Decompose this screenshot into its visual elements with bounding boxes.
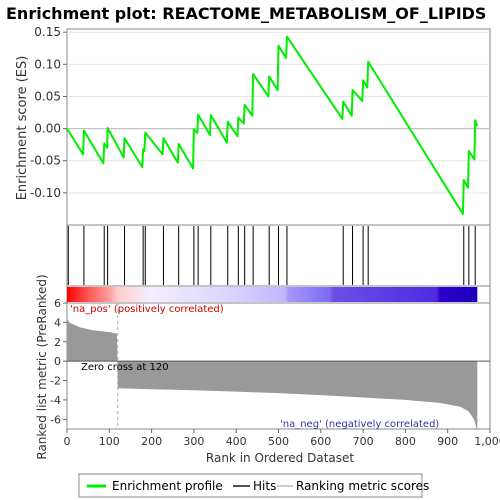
metric-tick-label: 2 bbox=[54, 336, 61, 349]
neg-correlated-label: 'na_neg' (negatively correlated) bbox=[280, 419, 439, 430]
es-y-ticks: 0.15 0.10 0.05 0.00 -0.05 -0.10 bbox=[30, 25, 67, 200]
metric-tick-label: 0 bbox=[54, 355, 61, 368]
x-tick-label: 600 bbox=[310, 435, 331, 448]
metric-tick-label: -2 bbox=[50, 375, 61, 388]
es-tick-label: -0.10 bbox=[30, 186, 61, 200]
legend-hits-label: Hits bbox=[253, 479, 276, 493]
metric-y-ticks: 6 4 2 0 -2 -4 -6 bbox=[50, 297, 67, 426]
enrichment-profile-line bbox=[66, 35, 479, 216]
x-tick-label: 1,000 bbox=[474, 435, 500, 448]
legend-box bbox=[78, 473, 423, 498]
x-tick-label: 100 bbox=[99, 435, 120, 448]
x-tick-label: 900 bbox=[437, 435, 458, 448]
pos-correlated-label: 'na_pos' (positively correlated) bbox=[70, 304, 224, 315]
metric-group bbox=[67, 303, 490, 431]
metric-tick-label: 6 bbox=[54, 297, 61, 310]
es-tick-label: 0.10 bbox=[34, 57, 61, 71]
metric-tick-label: 4 bbox=[54, 316, 61, 329]
legend-enrichment-label: Enrichment profile bbox=[112, 479, 223, 493]
metric-y-axis-title: Ranked list metric (PreRanked) bbox=[35, 274, 49, 459]
x-ticks: 0 100 200 300 400 500 600 700 800 900 1,000 bbox=[64, 429, 500, 448]
hits-group bbox=[67, 226, 476, 285]
es-y-axis-title: Enrichment score (ES) bbox=[15, 56, 30, 201]
metric-tick-label: -4 bbox=[50, 394, 61, 407]
x-tick-label: 500 bbox=[268, 435, 289, 448]
zero-cross-label: Zero cross at 120 bbox=[81, 362, 169, 373]
legend-metric-label: Ranking metric scores bbox=[296, 479, 429, 493]
ranked-metric-area bbox=[67, 317, 478, 431]
es-tick-label: 0.05 bbox=[34, 89, 61, 103]
x-tick-label: 700 bbox=[353, 435, 374, 448]
x-axis-title: Rank in Ordered Dataset bbox=[206, 451, 354, 465]
x-tick-label: 400 bbox=[226, 435, 247, 448]
x-tick-label: 200 bbox=[141, 435, 162, 448]
chart-title: Enrichment plot: REACTOME_METABOLISM_OF_… bbox=[6, 4, 486, 23]
es-tick-label: 0.15 bbox=[34, 25, 61, 39]
metric-tick-label: -6 bbox=[50, 413, 61, 426]
x-tick-label: 800 bbox=[395, 435, 416, 448]
x-tick-label: 300 bbox=[183, 435, 204, 448]
es-tick-label: 0.00 bbox=[34, 122, 61, 136]
ranking-color-bar bbox=[67, 287, 478, 302]
x-tick-label: 0 bbox=[64, 435, 71, 448]
es-tick-label: -0.05 bbox=[30, 154, 61, 168]
enrichment-profile-group bbox=[66, 35, 479, 216]
